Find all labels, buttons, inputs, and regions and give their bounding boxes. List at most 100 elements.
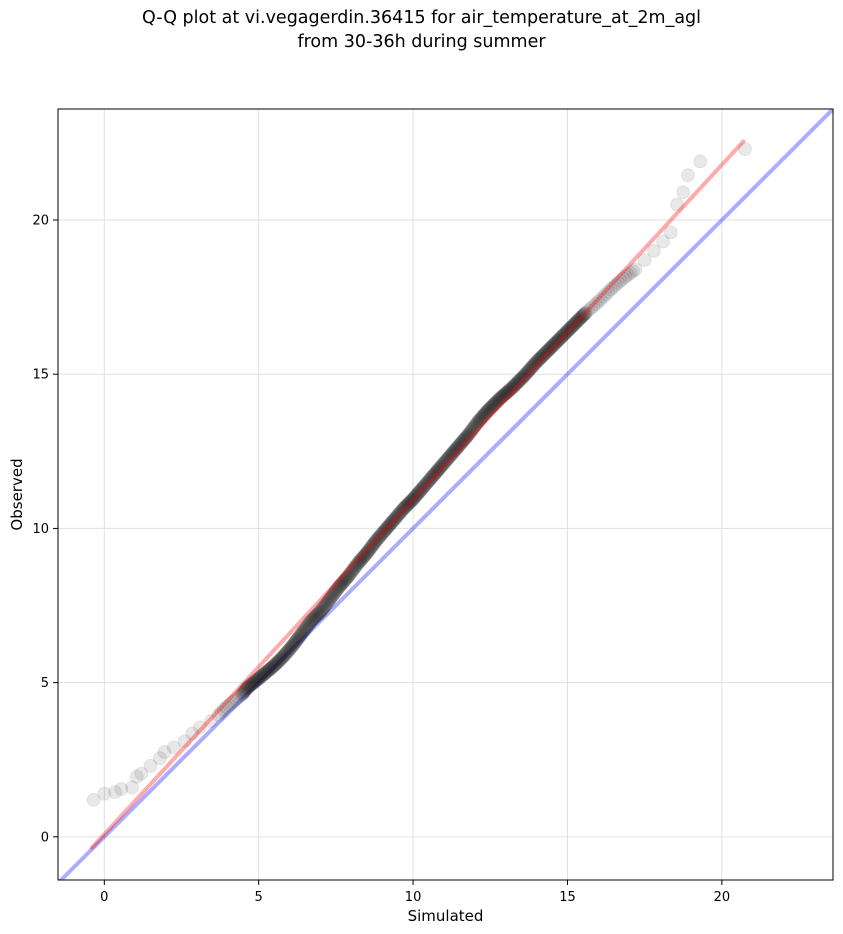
quantile-point-498 <box>561 323 576 338</box>
quantile-point-210 <box>364 539 379 554</box>
quantile-point-116 <box>299 620 314 635</box>
quantile-point-400 <box>493 390 508 405</box>
quantile-point-442 <box>522 362 537 377</box>
quantile-point-430 <box>514 371 529 386</box>
quantile-point-57 <box>257 666 272 681</box>
quantile-point-175 <box>340 570 355 584</box>
quantile-point-59 <box>259 665 274 680</box>
quantile-point-487 <box>553 330 568 345</box>
quantile-point-140 <box>316 600 331 615</box>
quantile-point-395 <box>490 393 505 408</box>
quantile-point-418 <box>506 379 521 394</box>
quantile-point-334 <box>449 442 464 457</box>
quantile-point-389 <box>486 398 501 413</box>
quantile-point-286 <box>416 480 431 495</box>
quantile-point-471 <box>542 341 557 356</box>
quantile-point-36 <box>243 678 257 693</box>
quantile-point-109 <box>294 627 309 642</box>
quantile-point-250 <box>391 507 406 522</box>
quantile-point-265 <box>402 496 417 511</box>
quantile-point-304 <box>428 465 443 480</box>
quantile-point-181 <box>344 564 359 579</box>
quantile-point-90 <box>281 643 296 658</box>
fit-line-group <box>89 139 746 850</box>
quantile-point-72 <box>268 657 283 672</box>
quantile-point-511 <box>570 314 585 329</box>
quantile-point-416 <box>504 381 519 396</box>
quantile-point-410 <box>500 384 515 399</box>
quantile-point-209 <box>363 540 378 555</box>
quantile-point-105 <box>291 630 306 645</box>
quantile-point-550 <box>676 185 691 200</box>
quantile-point-53 <box>255 668 270 683</box>
quantile-point-328 <box>445 446 460 461</box>
quantile-point-349 <box>459 430 474 445</box>
quantile-point-33 <box>240 680 255 695</box>
y-tick-label-1: 5 <box>41 676 49 691</box>
quantile-point-312 <box>433 459 448 474</box>
quantile-point-142 <box>317 599 332 613</box>
quantile-point-407 <box>498 386 513 401</box>
quantile-point-89 <box>280 644 295 659</box>
quantile-point-235 <box>381 519 396 534</box>
quantile-point-82 <box>275 650 290 665</box>
quantile-point-495 <box>559 325 574 340</box>
quantile-point-441 <box>522 363 537 378</box>
quantile-point-71 <box>267 657 282 672</box>
quantile-point-263 <box>400 497 415 512</box>
quantile-point-353 <box>461 427 476 442</box>
quantile-point-543 <box>625 264 640 279</box>
quantile-point-1 <box>97 786 112 801</box>
fit-line <box>89 139 746 850</box>
quantile-point-243 <box>386 512 401 527</box>
x-tick-label-1: 5 <box>255 890 263 905</box>
quantile-point-411 <box>501 384 516 399</box>
quantile-point-492 <box>557 327 572 342</box>
quantile-point-177 <box>341 568 356 583</box>
chart-title: Q-Q plot at vi.vegagerdin.36415 for air_… <box>141 8 702 28</box>
quantile-point-414 <box>503 382 518 397</box>
quantile-point-2 <box>108 785 123 800</box>
y-axis-ticks: 0 5 10 15 20 <box>32 214 58 845</box>
quantile-point-108 <box>293 628 308 643</box>
quantile-point-380 <box>480 404 495 419</box>
quantile-point-523 <box>578 306 593 321</box>
quantile-point-52 <box>254 669 269 684</box>
quantile-point-287 <box>416 479 431 494</box>
quantile-point-315 <box>436 457 451 472</box>
quantile-point-143 <box>318 598 333 613</box>
quantile-point-332 <box>447 443 462 458</box>
quantile-point-388 <box>485 398 500 413</box>
quantile-point-435 <box>517 368 532 382</box>
quantile-point-256 <box>396 502 411 517</box>
quantile-point-300 <box>425 469 440 483</box>
quantile-point-242 <box>386 513 401 528</box>
quantile-point-249 <box>391 508 406 523</box>
quantile-point-383 <box>482 402 497 417</box>
quantile-point-204 <box>360 545 375 560</box>
quantile-point-229 <box>377 523 392 538</box>
quantile-point-415 <box>504 381 519 396</box>
quantile-point-15 <box>211 708 226 723</box>
quantile-point-290 <box>418 477 433 492</box>
quantile-point-333 <box>448 442 463 457</box>
quantile-point-81 <box>274 650 289 665</box>
quantile-point-347 <box>457 431 472 446</box>
quantile-point-27 <box>236 685 251 700</box>
quantile-point-77 <box>272 653 287 668</box>
identity-line-group <box>58 109 833 880</box>
quantile-point-288 <box>417 478 432 493</box>
quantile-point-86 <box>278 646 293 661</box>
quantile-point-475 <box>545 339 560 354</box>
quantile-point-269 <box>404 493 419 508</box>
quantile-point-297 <box>423 471 438 486</box>
quantile-point-296 <box>423 472 438 487</box>
quantile-point-443 <box>523 361 538 376</box>
quantile-point-505 <box>565 318 580 333</box>
quantile-point-459 <box>534 350 549 365</box>
quantile-point-156 <box>327 585 342 600</box>
quantile-point-5 <box>129 769 144 784</box>
quantile-point-536 <box>608 278 623 293</box>
quantile-point-450 <box>528 356 543 371</box>
quantile-point-275 <box>408 489 423 504</box>
